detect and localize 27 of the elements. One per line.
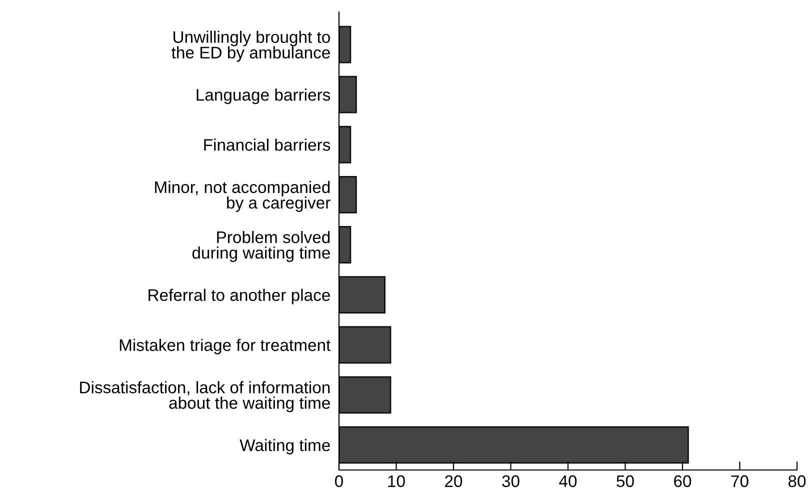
x-tick-label: 80 (788, 475, 806, 488)
bar (339, 326, 392, 364)
x-tick-label: 0 (335, 475, 343, 488)
y-tick-label: Language barriers (196, 88, 330, 104)
y-tick-label: Mistaken triage for treatment (120, 338, 331, 354)
y-tick-label: Minor, not accompanied by a caregiver (155, 180, 330, 212)
x-tick-label: 40 (559, 475, 577, 488)
y-tick-label: Waiting time (240, 438, 330, 454)
x-tick-label: 20 (445, 475, 462, 488)
x-tick-label: 70 (731, 475, 748, 488)
bar (339, 76, 357, 114)
y-tick-label: Dissatisfaction, lack of information about the waiting time (80, 381, 330, 412)
bar (339, 276, 386, 314)
x-tick-label: 10 (388, 475, 405, 488)
bar (339, 376, 392, 414)
bar (339, 26, 352, 64)
y-tick-label: Financial barriers (204, 138, 330, 151)
x-tick-label: 60 (674, 475, 692, 488)
x-tick-label: 50 (616, 475, 634, 488)
x-tick-label: 30 (502, 475, 520, 488)
bar (339, 176, 357, 214)
bar (339, 426, 689, 464)
y-tick-label: Problem solved during waiting time (192, 230, 330, 262)
y-tick-label: Referral to another place (148, 288, 330, 304)
y-tick-label: Unwillingly brought to the ED by ambulance (172, 30, 330, 62)
bar (339, 226, 352, 264)
bar (339, 126, 352, 164)
